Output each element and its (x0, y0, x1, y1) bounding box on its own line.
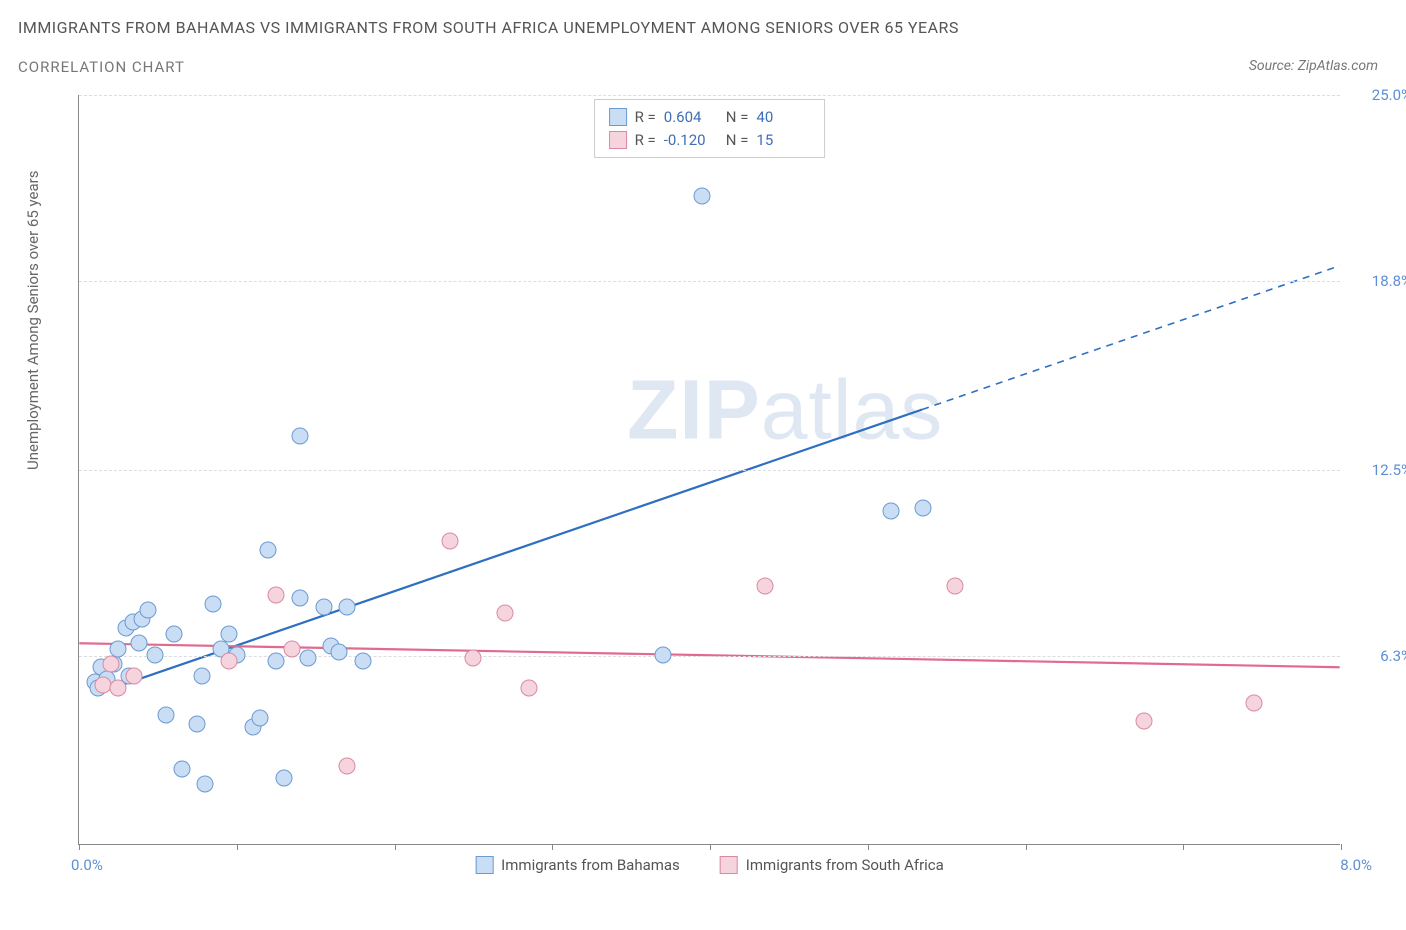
x-axis-max-label: 8.0% (1340, 856, 1372, 874)
legend-swatch (609, 131, 627, 149)
data-point (173, 761, 190, 778)
trend-line-dashed (922, 266, 1339, 410)
data-point (946, 578, 963, 595)
data-point (268, 653, 285, 670)
data-point (1135, 713, 1152, 730)
data-point (189, 716, 206, 733)
data-point (654, 647, 671, 664)
x-tick (1341, 844, 1342, 850)
data-point (130, 635, 147, 652)
data-point (914, 500, 931, 517)
x-tick (79, 844, 80, 850)
y-tick-label: 12.5% (1372, 461, 1406, 479)
legend-n-value: 40 (756, 106, 810, 129)
data-point (146, 647, 163, 664)
legend-r-label: R = (635, 129, 656, 152)
watermark-light: atlas (761, 362, 943, 456)
legend-n-value: 15 (756, 129, 810, 152)
data-point (291, 428, 308, 445)
data-point (883, 503, 900, 520)
legend-series-label: Immigrants from Bahamas (501, 856, 680, 874)
data-point (496, 605, 513, 622)
x-tick (237, 844, 238, 850)
data-point (276, 770, 293, 787)
x-tick (552, 844, 553, 850)
data-point (694, 188, 711, 205)
gridline (79, 95, 1340, 96)
x-tick (710, 844, 711, 850)
data-point (110, 680, 127, 697)
legend-n-label: N = (726, 106, 749, 129)
x-tick (1183, 844, 1184, 850)
data-point (1246, 695, 1263, 712)
gridline (79, 470, 1340, 471)
data-point (315, 599, 332, 616)
data-point (291, 590, 308, 607)
data-point (157, 707, 174, 724)
data-point (331, 644, 348, 661)
data-point (465, 650, 482, 667)
data-point (126, 668, 143, 685)
x-axis-min-label: 0.0% (71, 856, 103, 874)
legend-stat-row: R = 0.604 N = 40 (609, 106, 811, 129)
legend-swatch (720, 856, 738, 874)
data-point (252, 710, 269, 727)
chart-container: ZIPatlas R = 0.604 N = 40 R = -0.120 N = 15 Imm… (60, 95, 1360, 875)
y-tick-label: 25.0% (1372, 86, 1406, 104)
plot-area: ZIPatlas R =0.604N =40R =-0.120N =15 Imm… (78, 95, 1340, 845)
legend-series-item: Immigrants from South Africa (720, 856, 944, 874)
data-point (354, 653, 371, 670)
legend-stats-box: R = 0.604 N = 40 R = -0.120 N = 15 (594, 99, 826, 158)
data-point (339, 599, 356, 616)
legend-r-value: 0.604 (664, 106, 718, 129)
data-point (283, 641, 300, 658)
legend-swatch (609, 108, 627, 126)
watermark: ZIPatlas (627, 361, 943, 458)
data-point (299, 650, 316, 667)
source-label: Source: ZipAtlas.com (1249, 58, 1378, 74)
data-point (102, 656, 119, 673)
y-axis-label: Unemployment Among Seniors over 65 years (24, 171, 42, 470)
legend-series-item: Immigrants from Bahamas (475, 856, 680, 874)
watermark-bold: ZIP (627, 362, 761, 456)
data-point (220, 626, 237, 643)
chart-subtitle: CORRELATION CHART (18, 58, 185, 76)
data-point (520, 680, 537, 697)
data-point (165, 626, 182, 643)
gridline (79, 281, 1340, 282)
chart-title: IMMIGRANTS FROM BAHAMAS VS IMMIGRANTS FR… (18, 18, 959, 37)
data-point (268, 587, 285, 604)
legend-series-label: Immigrants from South Africa (746, 856, 944, 874)
y-tick-label: 6.3% (1380, 647, 1406, 665)
y-tick-label: 18.8% (1372, 272, 1406, 290)
data-point (205, 596, 222, 613)
legend-swatch (475, 856, 493, 874)
legend-n-label: N = (726, 129, 749, 152)
legend-r-value: -0.120 (664, 129, 718, 152)
data-point (757, 578, 774, 595)
legend-bottom: Immigrants from Bahamas Immigrants from S… (475, 856, 944, 874)
data-point (197, 776, 214, 793)
data-point (339, 758, 356, 775)
legend-stat-row: R = -0.120 N = 15 (609, 129, 811, 152)
data-point (94, 677, 111, 694)
legend-r-label: R = (635, 106, 656, 129)
data-point (441, 533, 458, 550)
x-tick (868, 844, 869, 850)
x-tick (1026, 844, 1027, 850)
x-tick (395, 844, 396, 850)
data-point (260, 542, 277, 559)
data-point (140, 602, 157, 619)
data-point (194, 668, 211, 685)
data-point (220, 653, 237, 670)
